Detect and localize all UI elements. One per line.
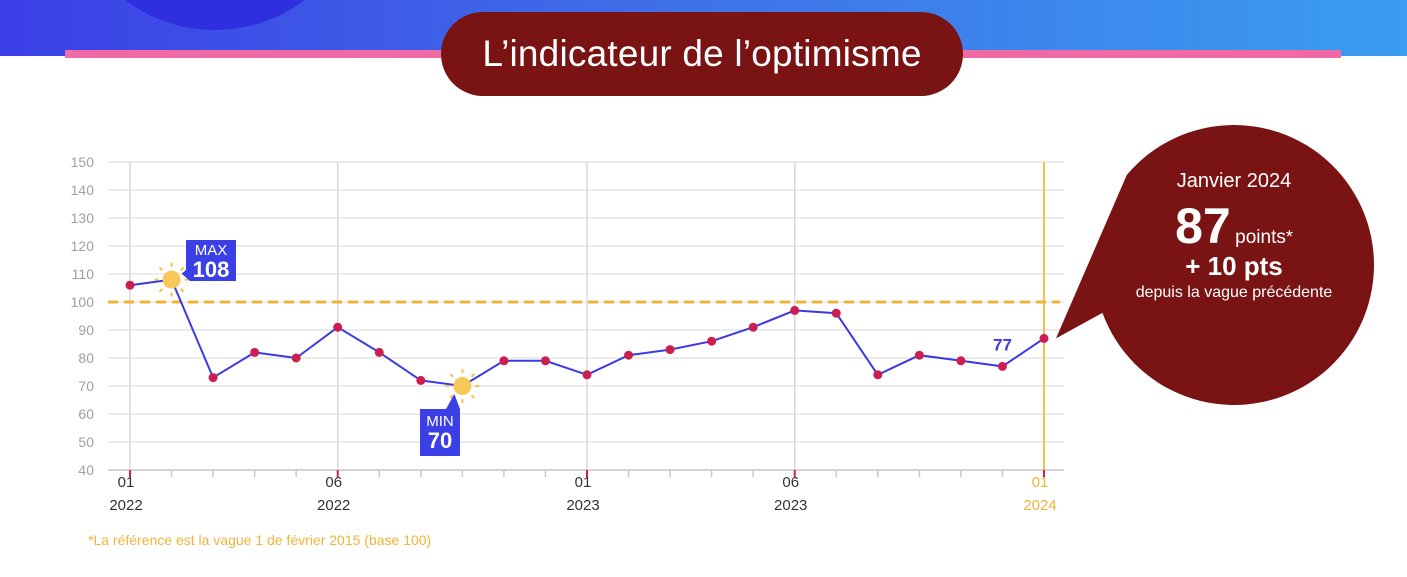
callout-bubble [1056, 125, 1374, 406]
y-axis-ticks: 150 140 130 120 110 100 90 80 70 60 50 40 [71, 154, 95, 478]
callout-value-row: 87 points* [1100, 197, 1368, 255]
data-point [665, 345, 675, 355]
sun-ray [470, 394, 476, 399]
max-label-box [181, 240, 236, 281]
data-point [499, 356, 509, 366]
data-point [125, 280, 135, 290]
data-point [540, 356, 550, 366]
y-tick-label: 130 [71, 210, 95, 226]
sun-ray [158, 266, 164, 272]
y-tick-label: 150 [71, 154, 95, 170]
callout-star: * [1285, 227, 1293, 247]
callout-delta: + 10 pts [1185, 251, 1283, 281]
x-axis-ticks: 01 2022 06 2022 01 2023 06 2023 01 2024 [109, 474, 1056, 514]
min-value: 70 [428, 428, 452, 453]
y-tick-label: 140 [71, 182, 95, 198]
sun-ray [449, 394, 454, 399]
data-point [956, 356, 966, 366]
max-label: MAX [195, 242, 228, 259]
data-point [374, 347, 384, 357]
data-point [873, 370, 883, 380]
callout: Janvier 2024 87 points* + 10 pts depuis … [1100, 170, 1368, 302]
min-label-box [420, 394, 460, 456]
callout-since: depuis la vague précédente [1135, 284, 1333, 301]
data-point [250, 347, 260, 357]
sun-disc [453, 377, 472, 395]
y-tick-label: 60 [78, 406, 94, 422]
data-point [291, 353, 301, 363]
sun-ray [449, 373, 454, 378]
y-tick-label: 90 [78, 322, 94, 338]
min-sun-icon [445, 369, 480, 403]
max-sun-icon [154, 262, 189, 297]
data-point [582, 370, 592, 380]
y-tick-label: 50 [78, 434, 94, 450]
x-tick-year: 2022 [317, 497, 350, 514]
y-tick-label: 120 [71, 238, 95, 254]
y-tick-label: 100 [71, 294, 95, 310]
data-point [416, 375, 426, 385]
data-point [624, 350, 634, 360]
y-tick-label: 110 [72, 266, 95, 282]
x-tick-year: 2022 [109, 497, 142, 514]
data-point [997, 361, 1007, 371]
data-point [1039, 333, 1049, 343]
previous-value-label: 77 [993, 335, 1012, 354]
x-tick-year: 2023 [566, 497, 599, 514]
max-value: 108 [193, 257, 230, 282]
data-point [333, 322, 343, 332]
data-point [914, 350, 924, 360]
data-point [208, 373, 218, 383]
chart-grid [108, 161, 1064, 477]
callout-unit: points [1235, 227, 1286, 248]
x-tick-month: 01 [575, 474, 592, 491]
footnote: *La référence est la vague 1 de février … [88, 532, 432, 548]
sun-disc [162, 270, 181, 289]
sun-ray [180, 266, 185, 272]
x-tick-month: 06 [782, 474, 799, 491]
page-title: L’indicateur de l’optimisme [441, 12, 963, 96]
x-tick-year: 2024 [1023, 497, 1056, 514]
callout-date: Janvier 2024 [1176, 170, 1292, 192]
data-point [790, 305, 800, 315]
data-point [707, 336, 717, 346]
sun-ray [180, 288, 185, 293]
data-point [831, 308, 841, 318]
sun-ray [470, 373, 476, 378]
x-tick-month: 01 [1032, 474, 1049, 491]
data-points [125, 280, 1049, 385]
x-tick-year: 2023 [774, 497, 807, 514]
y-tick-label: 80 [78, 350, 94, 366]
data-point [748, 322, 758, 332]
callout-value: 87 [1175, 198, 1231, 254]
y-tick-label: 70 [78, 378, 94, 394]
x-tick-month: 06 [325, 474, 342, 491]
sun-ray [158, 288, 164, 293]
x-tick-month: 01 [118, 474, 135, 491]
y-tick-label: 40 [78, 462, 94, 478]
min-label: MIN [426, 413, 454, 430]
